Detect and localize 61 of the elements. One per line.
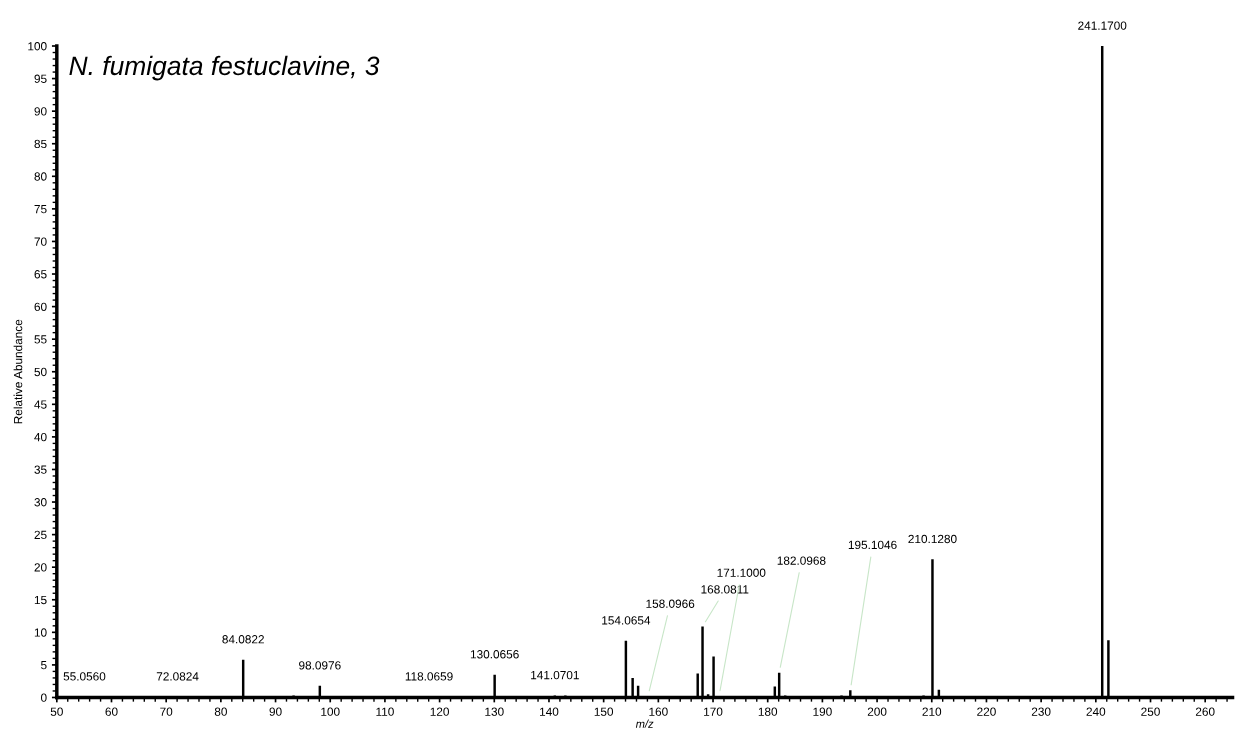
x-tick-label: 60 xyxy=(105,707,118,716)
x-tick-label: 80 xyxy=(214,707,227,716)
x-tick-label: 170 xyxy=(704,707,723,716)
y-tick-label: 80 xyxy=(34,172,47,181)
x-tick-label: 130 xyxy=(485,707,504,716)
x-tick-label: 210 xyxy=(922,707,942,716)
chart-title: N. fumigata festuclavine, 3 xyxy=(69,55,380,81)
x-tick-label: 100 xyxy=(321,707,340,716)
x-tick-label: 230 xyxy=(1031,707,1051,716)
x-tick-label: 180 xyxy=(758,707,778,716)
y-tick-label: 10 xyxy=(34,628,47,637)
y-tick-label: 25 xyxy=(34,530,47,539)
annotation: 241.1700 xyxy=(1078,21,1127,30)
y-tick-label: 70 xyxy=(34,237,47,246)
x-axis-title: m/z xyxy=(635,719,654,728)
x-tick-label: 70 xyxy=(160,707,173,716)
x-tick-label: 240 xyxy=(1086,707,1106,716)
y-tick-label: 20 xyxy=(34,563,47,572)
x-tick-label: 260 xyxy=(1195,707,1215,716)
y-tick-label: 50 xyxy=(34,367,47,377)
y-axis-title: Relative Abundance xyxy=(13,319,23,424)
y-tick-label: 55 xyxy=(34,335,47,344)
annotation: 118.0659 xyxy=(405,672,453,681)
annotation: 158.0966 xyxy=(646,599,695,608)
x-tick-label: 140 xyxy=(540,707,559,716)
x-tick-label: 120 xyxy=(430,707,449,716)
annotation: 84.0822 xyxy=(222,635,264,644)
x-tick-label: 110 xyxy=(376,707,394,716)
x-tick-label: 150 xyxy=(594,707,614,716)
y-tick-label: 90 xyxy=(34,107,47,116)
annotation: 98.0976 xyxy=(299,661,341,670)
x-tick-label: 190 xyxy=(813,707,832,716)
y-tick-label: 95 xyxy=(34,74,47,83)
x-tick-label: 90 xyxy=(269,707,282,716)
x-tick-label: 160 xyxy=(649,707,668,716)
y-tick-label: 15 xyxy=(34,595,47,605)
y-tick-label: 100 xyxy=(28,42,47,51)
y-tick-label: 5 xyxy=(41,661,47,670)
y-tick-label: 45 xyxy=(34,400,47,409)
y-tick-label: 60 xyxy=(34,302,47,311)
annotation: 130.0656 xyxy=(470,650,519,659)
annotation: 141.0701 xyxy=(531,670,579,680)
y-tick-label: 85 xyxy=(34,139,47,149)
x-tick-label: 50 xyxy=(50,707,63,716)
annotation: 171.1000 xyxy=(717,568,766,577)
x-tick-label: 200 xyxy=(867,707,887,716)
y-tick-label: 65 xyxy=(34,270,47,279)
annotation: 195.1046 xyxy=(848,540,897,550)
x-tick-label: 220 xyxy=(977,707,996,716)
y-tick-label: 30 xyxy=(34,498,47,507)
x-tick-label: 250 xyxy=(1141,707,1160,716)
y-tick-label: 35 xyxy=(34,465,47,474)
annotation: 72.0824 xyxy=(156,672,199,681)
annotation: 55.0560 xyxy=(63,672,106,681)
y-tick-label: 40 xyxy=(34,432,47,442)
annotation: 168.0811 xyxy=(701,585,749,594)
annotation: 182.0968 xyxy=(777,556,826,565)
y-tick-label: 0 xyxy=(40,693,47,702)
annotation: 154.0654 xyxy=(602,616,651,625)
annotation: 210.1280 xyxy=(908,534,957,544)
y-tick-label: 75 xyxy=(34,205,47,214)
